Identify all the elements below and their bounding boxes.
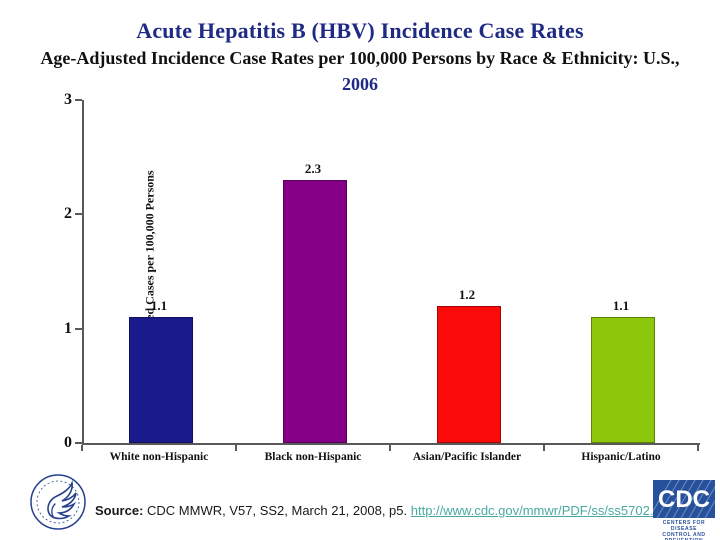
source-link[interactable]: http://www.cdc.gov/mmwr/PDF/ss/ss5702.pd… bbox=[410, 503, 672, 518]
hhs-logo bbox=[24, 468, 92, 536]
cdc-logo: CDC CENTERS FOR DISEASE CONTROL AND PREV… bbox=[652, 480, 716, 540]
cdc-tagline-2: CONTROL AND PREVENTION bbox=[662, 532, 706, 540]
bar-black-non-hispanic bbox=[283, 180, 347, 443]
hhs-seal-icon bbox=[30, 474, 86, 530]
bar-asian-pacific-islander bbox=[437, 305, 501, 443]
y-tick-label: 3 bbox=[64, 91, 72, 108]
y-tick-mark bbox=[75, 327, 82, 330]
cdc-tagline-1: CENTERS FOR DISEASE bbox=[662, 520, 706, 532]
bar-hispanic-latino bbox=[591, 317, 655, 443]
category-label: White non-Hispanic bbox=[109, 451, 209, 463]
bar-white-non-hispanic bbox=[129, 317, 193, 443]
cdc-logo-box: CDC bbox=[653, 480, 715, 518]
cdc-logo-icon: CDC bbox=[653, 480, 715, 518]
y-tick-mark bbox=[75, 99, 82, 101]
page-title: Acute Hepatitis B (HBV) Incidence Case R… bbox=[136, 18, 584, 43]
y-tick-mark bbox=[75, 213, 82, 216]
y-tick-label: 0 bbox=[64, 434, 72, 451]
category-label: Black non-Hispanic bbox=[264, 451, 362, 463]
source-text: CDC MMWR, V57, SS2, March 21, 2008, p5. bbox=[143, 503, 411, 518]
page-subtitle-year: 2006 bbox=[342, 74, 378, 94]
x-tick-mark bbox=[543, 445, 545, 451]
page-subtitle: Age-Adjusted Incidence Case Rates per 10… bbox=[40, 48, 680, 68]
source-label: Source: bbox=[95, 503, 144, 518]
bar-value-label: 1.2 bbox=[458, 286, 476, 302]
x-tick-mark bbox=[81, 445, 83, 451]
x-tick-mark bbox=[697, 445, 699, 451]
cdc-logo-text: CDC bbox=[658, 486, 710, 513]
bar-value-label: 1.1 bbox=[150, 298, 168, 314]
x-tick-mark bbox=[235, 445, 237, 451]
category-label: Asian/Pacific Islander bbox=[412, 451, 522, 463]
bar-value-label: 2.3 bbox=[304, 161, 322, 177]
x-tick-mark bbox=[389, 445, 391, 451]
y-tick-label: 1 bbox=[64, 319, 72, 337]
source-line: Source: CDC MMWR, V57, SS2, March 21, 20… bbox=[95, 503, 672, 518]
bar-value-label: 1.1 bbox=[612, 298, 630, 314]
category-label: Hispanic/Latino bbox=[581, 451, 661, 463]
y-tick-mark bbox=[75, 442, 82, 444]
y-tick-label: 2 bbox=[64, 205, 72, 223]
plot-area: Age-Adjusted Cases per 100,000 Persons bbox=[82, 100, 700, 445]
